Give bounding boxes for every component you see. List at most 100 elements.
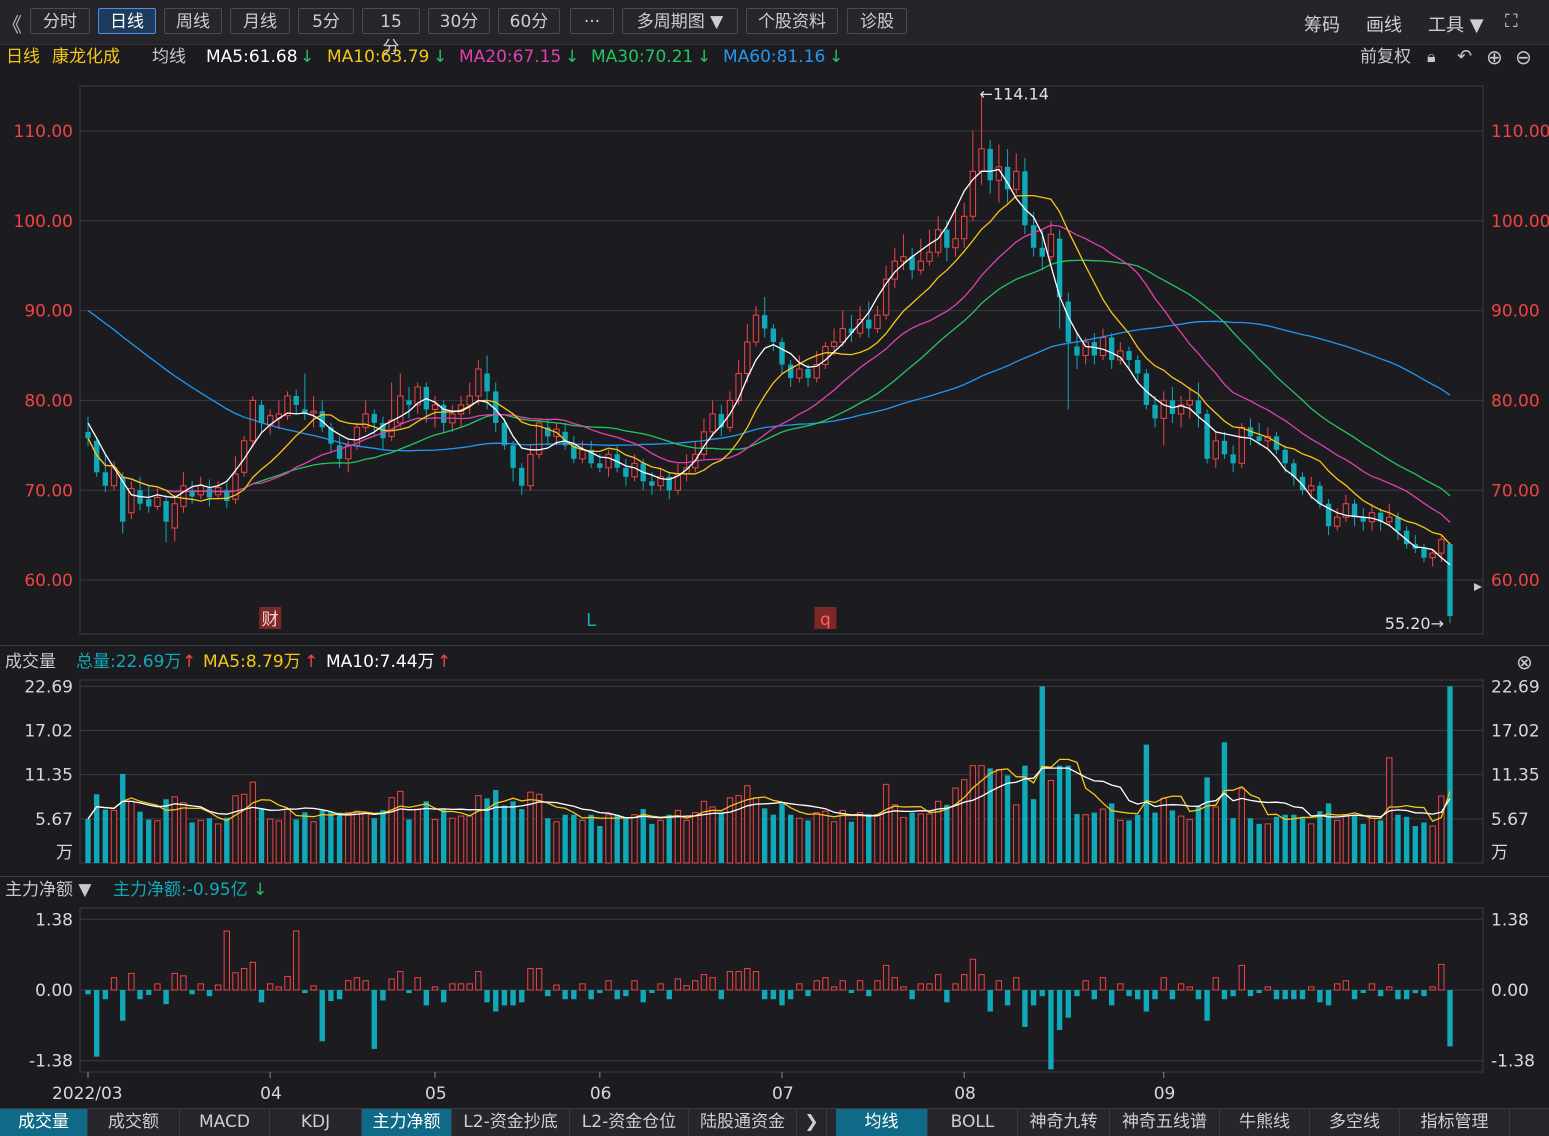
- x-axis-label: 2022/03: [52, 1084, 123, 1104]
- tab-intraday[interactable]: 分时: [30, 8, 90, 34]
- ma5-arrow-icon: ↓: [300, 47, 315, 67]
- flow-bar: [1264, 986, 1272, 991]
- flow-title[interactable]: 主力净额 ▼: [5, 880, 92, 900]
- volume-title[interactable]: 成交量: [5, 652, 56, 672]
- undo-icon[interactable]: ↶: [1457, 46, 1473, 67]
- volume-bar: [102, 809, 109, 863]
- flow-bar: [457, 983, 465, 991]
- overlay-tab-6[interactable]: 指标管理: [1400, 1109, 1510, 1136]
- flow-bar: [787, 990, 794, 1000]
- overlay-tab-4[interactable]: 牛熊线: [1220, 1109, 1310, 1136]
- volume-bar: [110, 809, 118, 864]
- tab-monthly[interactable]: 月线: [230, 8, 290, 34]
- fq-selector[interactable]: 前复权: [1360, 47, 1411, 67]
- tab-30min[interactable]: 30分: [428, 8, 490, 34]
- flow-bar: [501, 990, 508, 1006]
- stock-chart[interactable]: 110.00 110.00 100.00 100.00 90.00 90.00 80.00 8…: [0, 0, 1549, 1108]
- candle-body: [848, 328, 855, 334]
- flow-bar: [822, 977, 829, 991]
- volume-bar: [571, 814, 577, 863]
- close-volume-icon[interactable]: ⊗: [1516, 650, 1533, 674]
- tab-weekly[interactable]: 周线: [164, 8, 222, 34]
- flow-bar: [1056, 990, 1063, 1030]
- volume-bar: [1342, 814, 1350, 864]
- indicator-tab-5[interactable]: L2-资金抄底: [452, 1109, 570, 1136]
- fullscreen-icon[interactable]: ⛶: [1505, 11, 1518, 32]
- volume-ma10-arrow-icon: ↑: [437, 652, 452, 672]
- plus-icon[interactable]: ⊕: [1486, 45, 1503, 69]
- tab-daily[interactable]: 日线: [98, 8, 156, 34]
- volume-bar: [457, 815, 465, 864]
- candle-body: [1099, 337, 1107, 357]
- flow-bar: [1221, 990, 1228, 1000]
- indicator-tab-2[interactable]: MACD: [180, 1109, 270, 1136]
- volume-bar: [154, 820, 161, 864]
- flow-bar: [1438, 963, 1445, 991]
- overlay-tab-2[interactable]: 神奇九转: [1018, 1109, 1110, 1136]
- candle-body: [952, 238, 959, 249]
- back-icon[interactable]: 《: [2, 13, 22, 37]
- volume-bar: [761, 808, 768, 863]
- indicator-tab-7[interactable]: 陆股通资金: [689, 1109, 797, 1136]
- volume-bar: [900, 816, 907, 864]
- flow-bar: [961, 974, 968, 991]
- lock-icon[interactable]: 🔒︎: [1427, 47, 1436, 66]
- volume-bar: [431, 819, 439, 864]
- flow-bar: [1048, 990, 1054, 1070]
- overlay-tab-3[interactable]: 神奇五线谱: [1110, 1109, 1220, 1136]
- flow-bar: [1299, 990, 1306, 1000]
- tabs-scroll-icon[interactable]: ❯: [797, 1109, 827, 1136]
- event-marker-0: 财: [262, 610, 279, 630]
- tools-button[interactable]: 工具 ▼: [1428, 15, 1484, 36]
- indicator-tab-0[interactable]: 成交量: [0, 1109, 88, 1136]
- flow-bar: [891, 977, 898, 991]
- volume-bar: [1256, 823, 1262, 863]
- candle-body: [371, 413, 377, 423]
- flow-bar: [926, 983, 933, 991]
- diagnose-button[interactable]: 诊股: [847, 8, 907, 34]
- draw-button[interactable]: 画线: [1366, 15, 1402, 36]
- volume-bar: [163, 799, 169, 863]
- indicator-tab-6[interactable]: L2-资金仓位: [570, 1109, 689, 1136]
- price-tick-left: 110.00: [14, 122, 73, 142]
- overlay-tab-5[interactable]: 多空线: [1310, 1109, 1400, 1136]
- tab-15min[interactable]: 15分: [362, 8, 420, 58]
- volume-bar: [137, 811, 143, 863]
- indicator-tabs: 成交量 成交额 MACD KDJ 主力净额 L2-资金抄底 L2-资金仓位 陆股通资金 ❯ 均线 B…: [0, 1108, 1549, 1136]
- volume-bar: [484, 798, 490, 863]
- tab-60min[interactable]: 60分: [498, 8, 560, 34]
- volume-bar: [284, 808, 291, 864]
- candle-body: [1395, 517, 1401, 531]
- candle-body: [85, 431, 91, 439]
- candle-body: [197, 485, 204, 496]
- tab-5min[interactable]: 5分: [298, 8, 354, 34]
- overlay-tab-1[interactable]: BOLL: [928, 1109, 1018, 1136]
- volume-bar: [1421, 822, 1427, 863]
- ma-label[interactable]: 均线: [152, 47, 186, 67]
- volume-bar: [891, 804, 898, 864]
- volume-bar: [1212, 806, 1219, 864]
- flow-bar: [1204, 990, 1210, 1021]
- flow-bar: [1256, 990, 1262, 994]
- indicator-tab-1[interactable]: 成交额: [88, 1109, 180, 1136]
- overlay-tab-0[interactable]: 均线: [836, 1109, 928, 1136]
- more-button[interactable]: ···: [570, 8, 614, 34]
- multi-period-button[interactable]: 多周期图 ▼: [622, 8, 738, 34]
- candle-body: [336, 445, 343, 459]
- volume-tick-right: 17.02: [1491, 721, 1540, 741]
- flow-bar: [571, 990, 577, 1000]
- indicator-tab-4[interactable]: 主力净额: [362, 1109, 452, 1136]
- profile-button[interactable]: 个股资料: [746, 8, 838, 34]
- volume-bar: [752, 797, 760, 864]
- indicator-tab-3[interactable]: KDJ: [270, 1109, 362, 1136]
- candle-body: [571, 445, 577, 459]
- flow-value: 主力净额:-0.95亿: [113, 880, 248, 900]
- chips-button[interactable]: 筹码: [1304, 15, 1340, 36]
- flow-bar: [214, 984, 222, 991]
- x-axis-label: 06: [590, 1084, 612, 1104]
- ma60-value: MA60:81.16: [723, 47, 826, 67]
- candle-body: [978, 148, 985, 172]
- volume-bar: [1004, 775, 1011, 863]
- volume-bar: [579, 819, 586, 864]
- minus-icon[interactable]: ⊖: [1515, 45, 1532, 69]
